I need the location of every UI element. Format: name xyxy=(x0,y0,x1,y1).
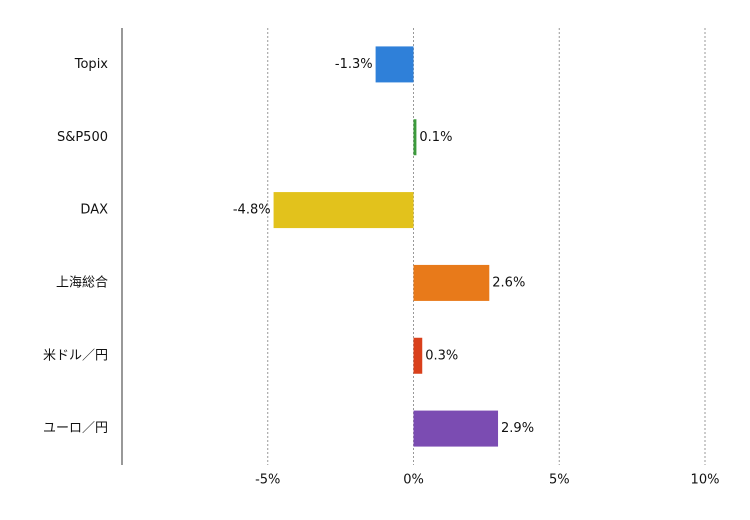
bar xyxy=(413,337,423,374)
y-tick-label: S&P500 xyxy=(57,130,108,145)
x-tick-label: -5% xyxy=(255,473,280,488)
x-tick-label: 10% xyxy=(691,473,720,488)
y-tick-label: DAX xyxy=(80,203,108,218)
y-tick-label: Topix xyxy=(74,57,109,72)
bar xyxy=(273,192,414,229)
data-label: 0.3% xyxy=(425,348,458,363)
data-label: -4.8% xyxy=(233,203,271,218)
bar xyxy=(413,264,490,301)
data-label: 2.9% xyxy=(501,421,534,436)
data-label: -1.3% xyxy=(335,57,373,72)
y-tick-label: 米ドル／円 xyxy=(43,348,108,363)
bar xyxy=(413,119,417,156)
data-label: 0.1% xyxy=(419,130,452,145)
bar xyxy=(413,410,499,447)
data-label: 2.6% xyxy=(492,275,525,290)
x-tick-label: 0% xyxy=(403,473,424,488)
x-tick-label: 5% xyxy=(549,473,570,488)
bar xyxy=(375,46,414,83)
y-tick-label: ユーロ／円 xyxy=(43,421,108,436)
y-tick-label: 上海総合 xyxy=(56,275,108,290)
